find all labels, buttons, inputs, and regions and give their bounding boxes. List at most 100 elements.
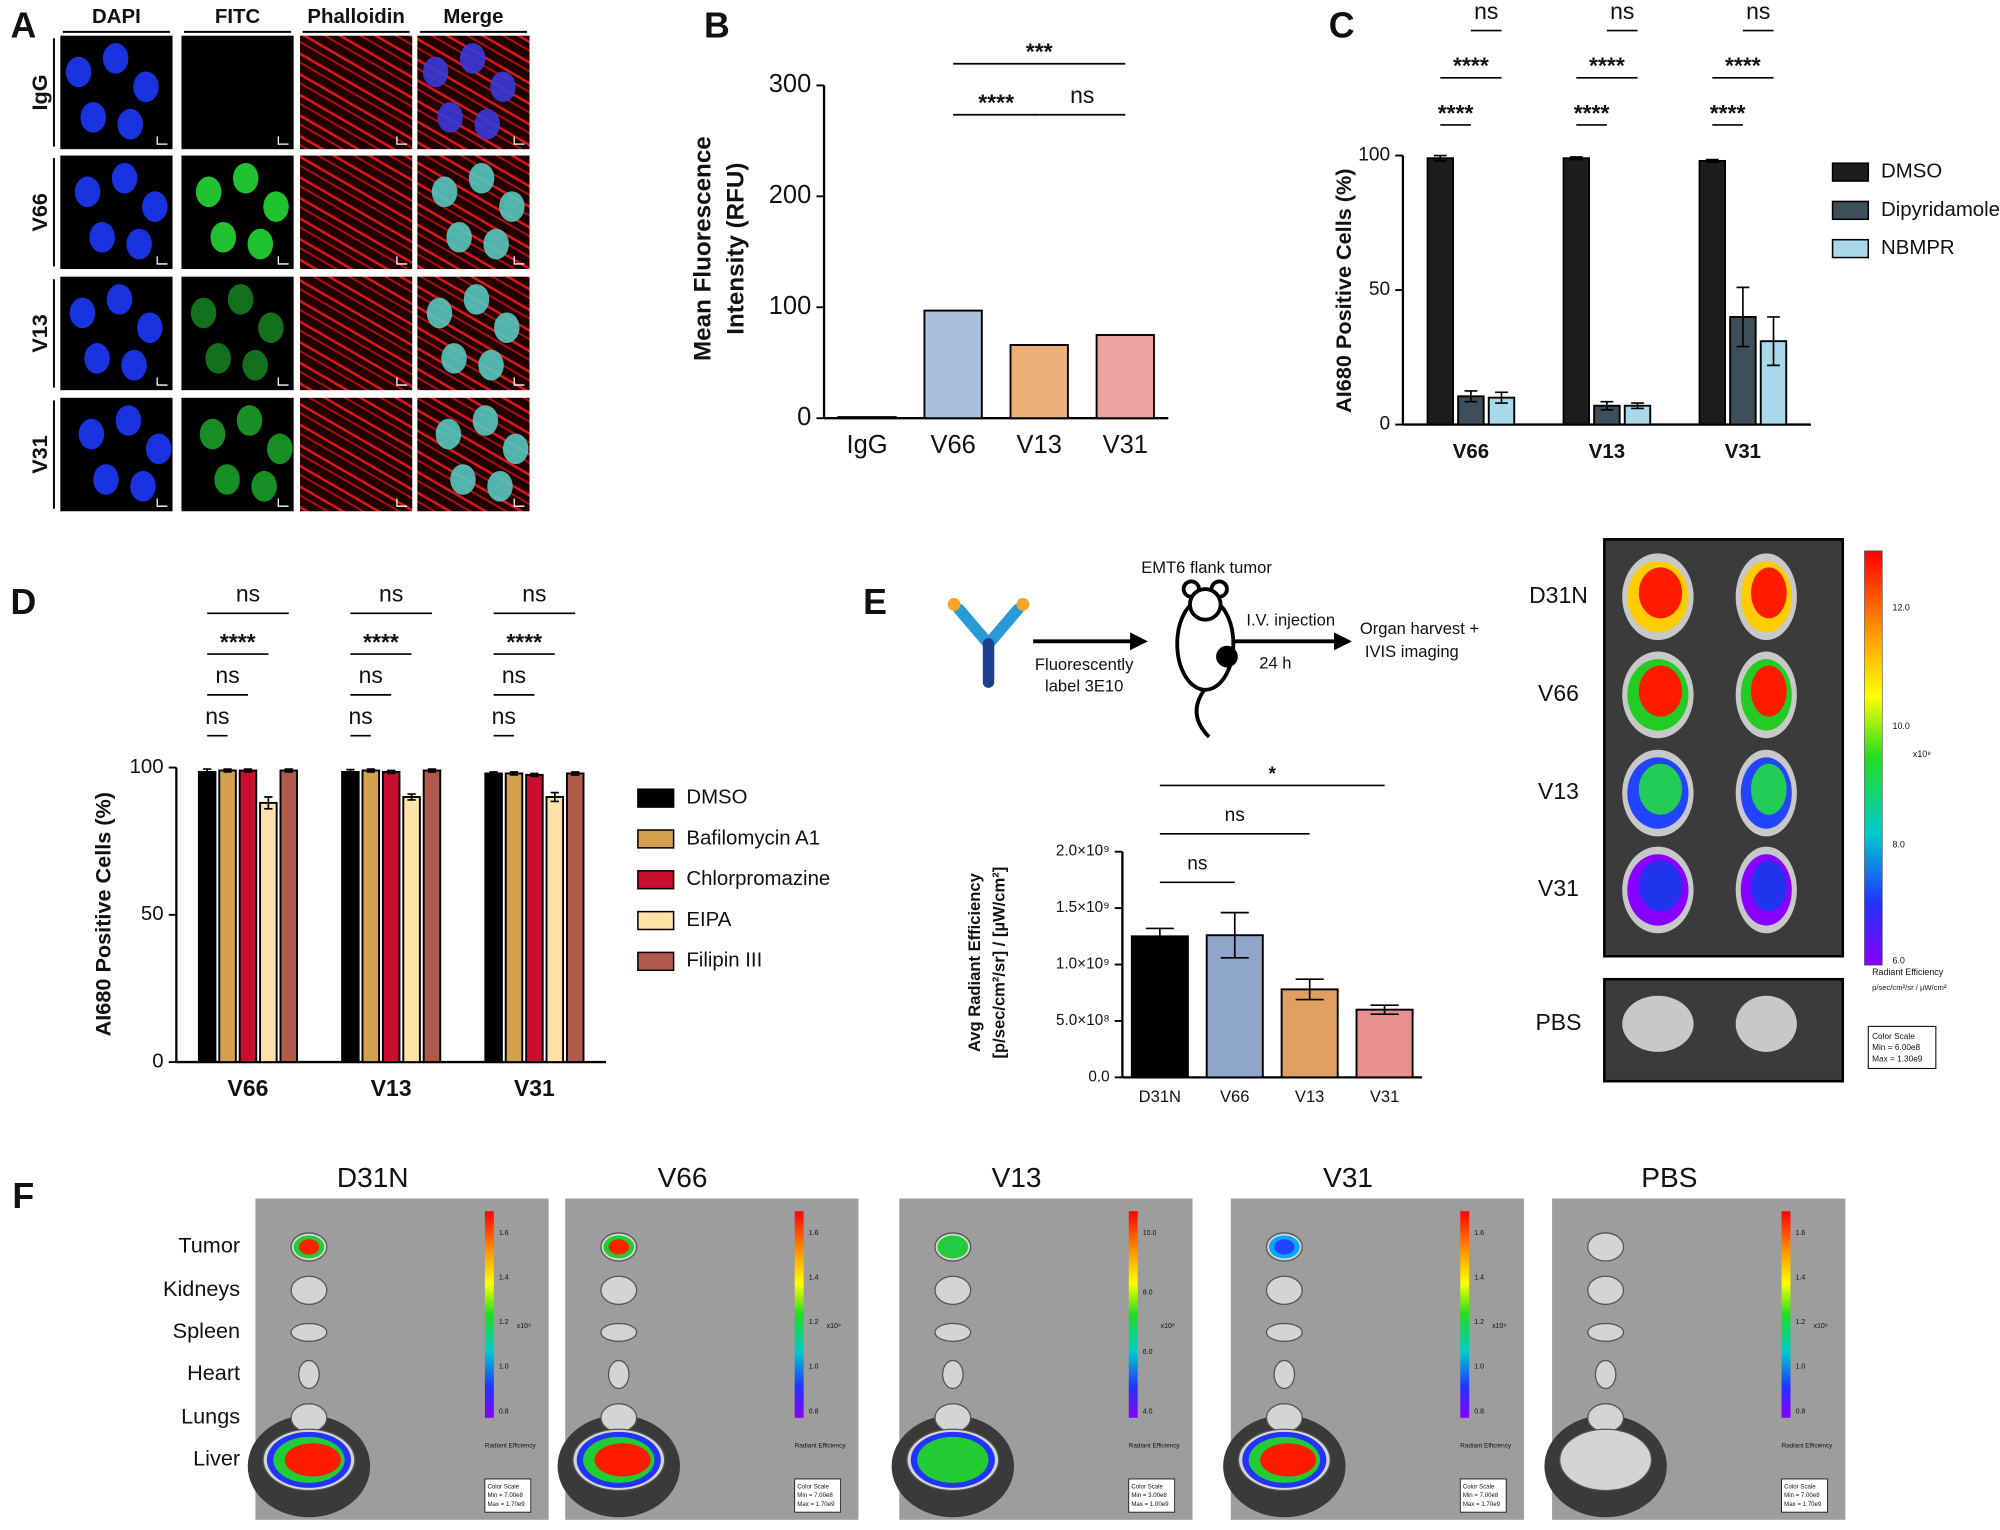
column-title: V31	[1323, 1162, 1373, 1193]
scale-bar	[277, 256, 289, 265]
nucleus	[227, 284, 254, 315]
micrograph	[181, 35, 294, 150]
nucleus	[450, 464, 476, 495]
bar	[1205, 934, 1264, 1079]
organ-label: Kidneys	[163, 1276, 240, 1301]
scale-text: Color Scale	[1463, 1483, 1495, 1490]
image-bg	[300, 155, 413, 270]
error-bar	[387, 769, 396, 775]
nucleus	[117, 108, 143, 140]
legend-label: Dipyridamole	[1881, 199, 2000, 221]
bar	[259, 801, 278, 1064]
nucleus	[145, 433, 172, 465]
micrograph	[60, 276, 173, 391]
colorbar-tick: 12.0	[1893, 603, 1910, 613]
significance-label: ****	[1453, 53, 1489, 79]
scale-text: Max = 1.70e9	[487, 1501, 525, 1508]
colorbar-tick: 0.8	[809, 1408, 819, 1415]
y-tick-label: 5.0×10⁸	[1056, 1012, 1110, 1029]
row-label: D31N	[1529, 582, 1588, 608]
x-tick-label: V31	[1370, 1087, 1399, 1106]
scale-bar	[513, 377, 525, 386]
arrow-head	[1130, 632, 1148, 651]
error-bar	[1295, 978, 1324, 1001]
scale-bar	[513, 136, 525, 145]
scale-bar	[396, 136, 408, 145]
error-bar	[407, 793, 416, 801]
organ	[934, 1322, 972, 1342]
colorbar-tick: 1.6	[499, 1230, 509, 1237]
bar	[402, 796, 421, 1064]
colorbar-tick: 10.0	[1893, 721, 1910, 731]
significance-label: ns	[348, 703, 372, 729]
organ	[600, 1403, 638, 1433]
colorbar-tick: 8.0	[1143, 1289, 1153, 1296]
scale-text: Min = 6.00e8	[1872, 1043, 1920, 1052]
signal	[1260, 1443, 1317, 1477]
colorbar-exponent: x10⁹	[1492, 1323, 1506, 1330]
colorbar-tick: 0.8	[1796, 1408, 1806, 1415]
nucleus	[115, 405, 142, 436]
error-bar	[1220, 911, 1249, 959]
y-tick-label: 1.5×10⁹	[1056, 899, 1110, 916]
legend-label: Filipin III	[686, 950, 762, 972]
scale-text: Max = 1.70e9	[1463, 1501, 1501, 1508]
nucleus	[463, 284, 490, 315]
bar	[341, 771, 360, 1064]
micrograph	[300, 155, 413, 270]
x-tick-label: V66	[930, 431, 975, 459]
nucleus	[263, 191, 289, 222]
panel-label: D	[10, 582, 36, 622]
error-bar	[489, 771, 498, 776]
row-label: V31	[1538, 875, 1579, 901]
scale-box	[1867, 1025, 1937, 1069]
bar	[422, 769, 442, 1064]
signal	[1274, 1239, 1295, 1255]
colorbar-tick: 1.4	[809, 1274, 819, 1281]
x-tick-label: V13	[371, 1075, 412, 1101]
image-bg	[181, 35, 294, 150]
column-header: FITC	[215, 6, 261, 28]
bar	[1355, 1008, 1414, 1079]
bar	[545, 796, 565, 1064]
column-header: Merge	[443, 6, 503, 28]
nucleus	[258, 312, 284, 344]
scale-text: Color Scale	[487, 1483, 519, 1490]
error-bar	[1370, 1004, 1399, 1016]
legend-swatch	[1831, 200, 1870, 221]
error-bar	[1600, 400, 1614, 411]
micrograph	[181, 397, 294, 512]
organ	[1622, 995, 1694, 1052]
scale-box	[1459, 1478, 1507, 1513]
nucleus	[232, 162, 259, 194]
column-header: Phalloidin	[307, 6, 404, 28]
scale-box	[484, 1478, 532, 1513]
colorbar	[1781, 1211, 1791, 1418]
colorbar-tick: 0.8	[1474, 1408, 1484, 1415]
error-bar	[1569, 156, 1583, 161]
significance-label: ****	[1589, 53, 1625, 79]
nucleus	[126, 228, 152, 260]
diagram-text: Fluorescently	[1035, 655, 1134, 674]
significance-label: ns	[1070, 82, 1094, 108]
nucleus	[74, 176, 101, 208]
colorbar-tick: 1.6	[1796, 1230, 1806, 1237]
nucleus	[468, 162, 495, 194]
nucleus	[446, 221, 472, 253]
signal	[1638, 665, 1683, 717]
nucleus	[435, 418, 462, 450]
nucleus	[441, 343, 467, 374]
signal	[928, 1443, 985, 1477]
nucleus	[69, 297, 96, 329]
row-label: V31	[27, 435, 52, 474]
colorbar-tick: 1.2	[809, 1319, 819, 1326]
scale-box	[794, 1478, 842, 1513]
organ	[298, 1359, 320, 1390]
organ	[607, 1359, 630, 1390]
nucleus	[93, 464, 119, 495]
colorbar-exponent: x10⁹	[1813, 1323, 1827, 1330]
colorbar-exponent: x10⁸	[1913, 749, 1931, 759]
bar	[1280, 988, 1339, 1079]
x-tick-label: D31N	[1139, 1087, 1181, 1106]
diagram-text: IVIS imaging	[1365, 642, 1459, 661]
